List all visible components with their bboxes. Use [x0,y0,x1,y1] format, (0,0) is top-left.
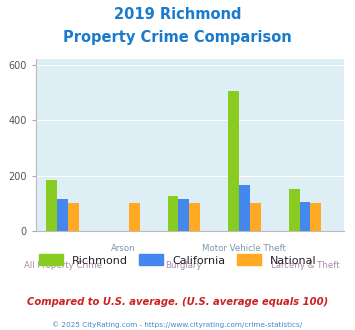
Text: All Property Crime: All Property Crime [24,261,102,270]
Text: Compared to U.S. average. (U.S. average equals 100): Compared to U.S. average. (U.S. average … [27,297,328,307]
Bar [289,189,300,231]
Text: Burglary: Burglary [165,261,202,270]
Text: Motor Vehicle Theft: Motor Vehicle Theft [202,244,286,253]
Bar [168,196,179,231]
Bar [310,203,321,231]
Bar [250,203,261,231]
Bar [68,203,79,231]
Text: 2019 Richmond: 2019 Richmond [114,7,241,21]
Bar [179,199,189,231]
Bar [228,91,239,231]
Bar [300,202,310,231]
Legend: Richmond, California, National: Richmond, California, National [34,250,321,270]
Bar [189,203,200,231]
Text: © 2025 CityRating.com - https://www.cityrating.com/crime-statistics/: © 2025 CityRating.com - https://www.city… [53,322,302,328]
Text: Arson: Arson [111,244,136,253]
Text: Larceny & Theft: Larceny & Theft [271,261,339,270]
Bar [129,203,140,231]
Bar [47,181,57,231]
Text: Property Crime Comparison: Property Crime Comparison [63,30,292,45]
Bar [57,199,68,231]
Bar [239,185,250,231]
